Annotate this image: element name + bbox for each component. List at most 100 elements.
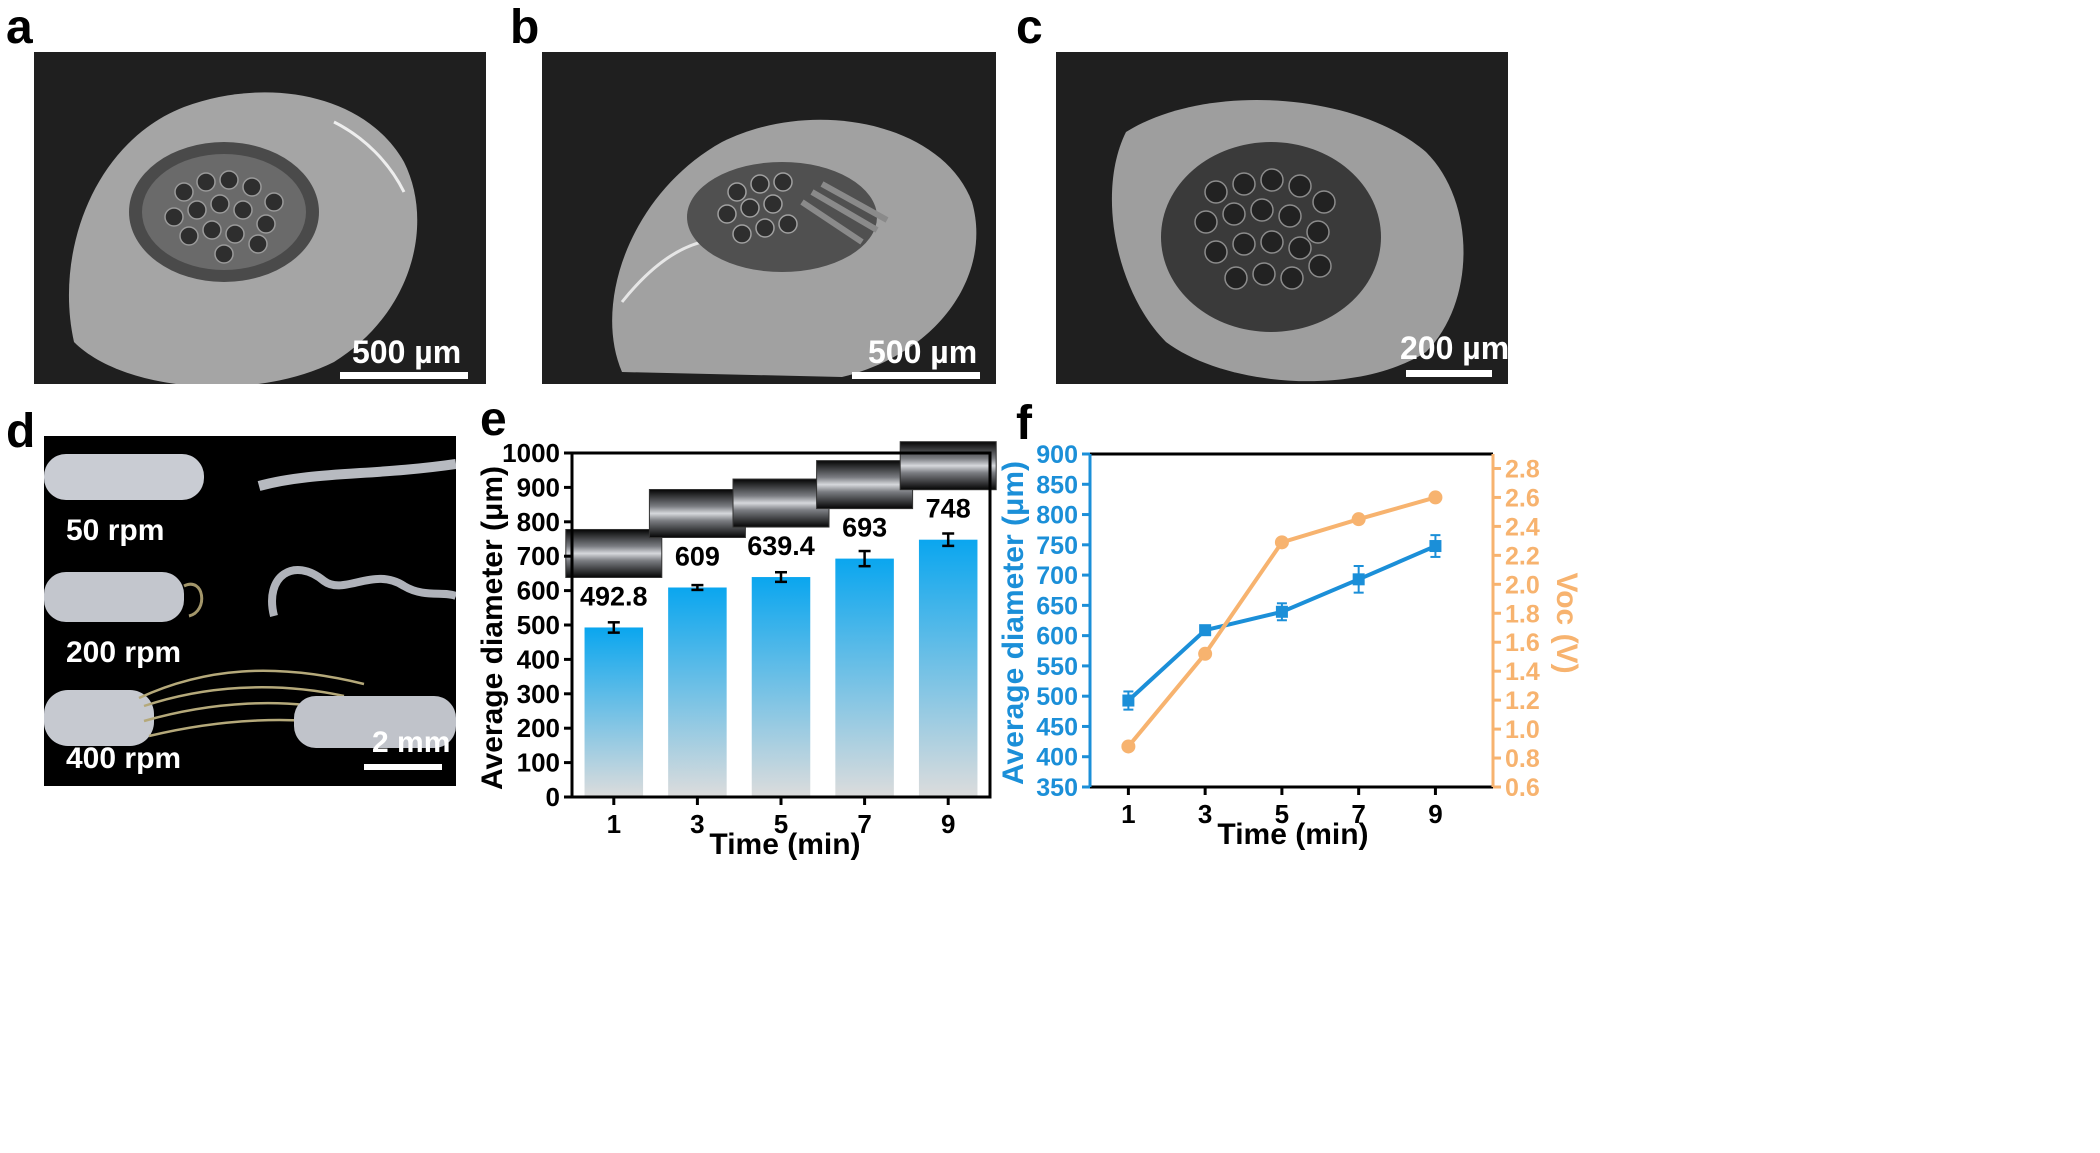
f-x-tick-label: 1 — [1121, 799, 1135, 829]
f-voc-line — [1126, 495, 1436, 748]
e-x-tick-label: 5 — [774, 809, 788, 839]
e-bar-9 — [918, 539, 978, 797]
panel-letter-c: c — [1016, 1, 1043, 54]
e-y-tick-label: 100 — [517, 748, 560, 778]
f-diameter-marker — [1429, 540, 1442, 553]
f-left-tick-label: 650 — [1036, 592, 1078, 620]
e-y-tick-label: 600 — [517, 576, 560, 606]
scale-label-c: 200 µm — [1400, 330, 1508, 366]
bar-chart-e: 492.8 609 639.4 693 748 0 100 200 300 400 500 600 7… — [476, 438, 997, 861]
f-x-axis-title: Time (min) — [1217, 818, 1368, 851]
e-fiber-inset-image — [816, 460, 914, 510]
scale-bar-b — [852, 372, 980, 379]
f-left-tick-label: 550 — [1036, 653, 1078, 681]
fiber-bundle-illustration-b — [612, 119, 977, 378]
sem-image-b: 500 µm — [542, 52, 996, 384]
scale-label-a: 500 µm — [352, 334, 462, 370]
f-left-tick-label: 850 — [1036, 471, 1078, 499]
f-diameter-marker — [1122, 694, 1135, 707]
f-right-tick-label: 0.6 — [1505, 774, 1540, 802]
speed-label-200: 200 rpm — [66, 636, 182, 669]
f-right-tick-label: 1.2 — [1505, 687, 1540, 715]
f-left-tick-label: 800 — [1036, 502, 1078, 530]
scale-label-d: 2 mm — [372, 726, 451, 759]
f-voc-marker — [1198, 646, 1213, 661]
fiber-bundle-illustration-a — [68, 92, 418, 384]
scale-label-b: 500 µm — [868, 334, 978, 370]
e-fiber-inset-image — [899, 441, 997, 491]
f-right-tick-label: 2.8 — [1505, 455, 1540, 483]
e-fiber-inset-image — [732, 478, 830, 528]
e-y-tick-label: 200 — [517, 713, 560, 743]
f-right-tick-label: 0.8 — [1505, 745, 1540, 773]
f-diameter-marker — [1275, 605, 1288, 618]
yarn-illustration-d — [44, 454, 456, 748]
e-fiber-inset-image — [565, 528, 663, 578]
f-left-tick-label: 700 — [1036, 562, 1078, 590]
f-right-tick-label: 1.0 — [1505, 716, 1540, 744]
e-value-label: 693 — [842, 513, 887, 543]
speed-label-50: 50 rpm — [66, 514, 165, 547]
scale-bar-d — [364, 764, 442, 770]
panel-letter-d: d — [6, 405, 36, 458]
sem-image-a: 500 µm — [34, 52, 486, 384]
f-diameter-marker — [1352, 573, 1365, 586]
e-y-tick-label: 800 — [517, 507, 560, 537]
e-x-tick-label: 3 — [690, 809, 704, 839]
panel-letter-a: a — [6, 1, 33, 54]
f-voc-marker — [1351, 512, 1366, 527]
e-x-axis-title: Time (min) — [709, 828, 860, 861]
f-left-tick-label: 450 — [1036, 713, 1078, 741]
sem-image-c: 200 µm — [1056, 52, 1508, 384]
f-voc-marker — [1121, 739, 1136, 754]
f-right-axis-title: Voc (V) — [1550, 572, 1583, 673]
e-value-label: 609 — [675, 542, 720, 572]
e-y-tick-label: 700 — [517, 541, 560, 571]
f-right-tick-label: 2.2 — [1505, 542, 1540, 570]
e-y-tick-label: 500 — [517, 610, 560, 640]
f-right-tick-label: 1.8 — [1505, 600, 1540, 628]
e-bar-1 — [584, 627, 644, 797]
e-y-tick-label: 400 — [517, 644, 560, 674]
f-right-tick-label: 2.4 — [1505, 513, 1540, 541]
f-left-axis-title: Average diameter (μm) — [997, 461, 1030, 785]
e-y-tick-label: 0 — [546, 782, 560, 812]
panel-letter-f: f — [1016, 397, 1032, 450]
scale-bar-c — [1406, 370, 1492, 377]
e-bar-5 — [751, 577, 811, 797]
e-x-tick-label: 9 — [941, 809, 955, 839]
f-x-tick-label: 7 — [1351, 799, 1365, 829]
e-x-tick-label: 7 — [857, 809, 871, 839]
e-y-tick-label: 300 — [517, 679, 560, 709]
panel-letter-b: b — [510, 1, 540, 54]
f-right-tick-label: 1.6 — [1505, 629, 1540, 657]
e-bar-3 — [668, 587, 727, 797]
f-left-tick-label: 750 — [1036, 532, 1078, 560]
e-y-tick-label: 900 — [517, 472, 560, 502]
f-voc-marker — [1274, 535, 1289, 550]
e-x-tick-label: 1 — [607, 809, 621, 839]
e-y-tick-label: 1000 — [502, 438, 560, 468]
f-left-tick-label: 600 — [1036, 623, 1078, 651]
e-fiber-inset-image — [648, 489, 746, 539]
f-diameter-line — [1127, 544, 1437, 703]
e-bar-7 — [835, 558, 894, 797]
panel-letter-e: e — [480, 393, 507, 446]
f-left-tick-label: 400 — [1036, 744, 1078, 772]
scale-bar-a — [340, 372, 468, 379]
f-right-tick-label: 2.6 — [1505, 484, 1540, 512]
f-left-tick-label: 350 — [1036, 774, 1078, 802]
fiber-bundle-illustration-c — [1111, 99, 1464, 382]
f-x-tick-label: 9 — [1428, 799, 1442, 829]
e-value-label: 492.8 — [580, 581, 648, 611]
f-left-tick-label: 900 — [1036, 441, 1078, 469]
e-value-label: 639.4 — [747, 531, 815, 561]
f-left-tick-label: 500 — [1036, 683, 1078, 711]
f-right-tick-label: 2.0 — [1505, 571, 1540, 599]
f-diameter-marker — [1199, 624, 1212, 637]
f-right-tick-label: 1.4 — [1505, 658, 1540, 686]
optical-image-d: 50 rpm 200 rpm 400 rpm 2 mm — [44, 436, 456, 786]
f-x-tick-label: 5 — [1275, 799, 1289, 829]
speed-label-400: 400 rpm — [66, 742, 182, 775]
